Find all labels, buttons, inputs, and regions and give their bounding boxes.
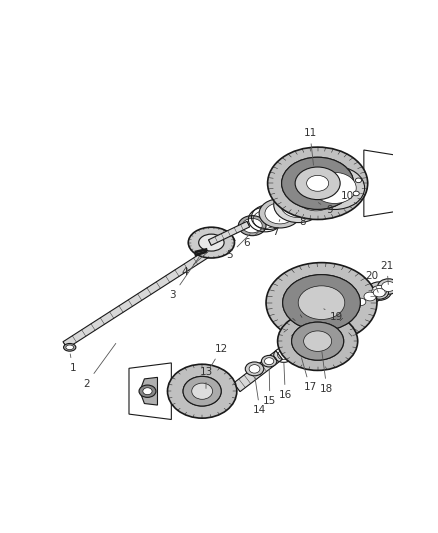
Text: 18: 18 <box>320 352 333 394</box>
Ellipse shape <box>372 286 387 297</box>
Ellipse shape <box>183 376 221 406</box>
Ellipse shape <box>295 167 340 199</box>
Ellipse shape <box>238 216 266 236</box>
Polygon shape <box>233 351 283 392</box>
Ellipse shape <box>259 199 301 228</box>
Ellipse shape <box>188 227 234 258</box>
Text: 21: 21 <box>380 261 394 285</box>
Text: 3: 3 <box>170 257 199 300</box>
Ellipse shape <box>281 192 316 217</box>
Ellipse shape <box>282 157 353 209</box>
Polygon shape <box>140 377 158 405</box>
Text: 6: 6 <box>244 228 263 248</box>
Ellipse shape <box>268 147 367 220</box>
Ellipse shape <box>353 191 359 196</box>
Ellipse shape <box>352 296 369 308</box>
Text: 1: 1 <box>70 354 76 373</box>
Ellipse shape <box>249 365 260 373</box>
Text: 11: 11 <box>304 128 317 165</box>
Ellipse shape <box>143 387 152 394</box>
Polygon shape <box>63 234 235 348</box>
Ellipse shape <box>199 234 224 251</box>
Polygon shape <box>364 150 403 216</box>
Text: 2: 2 <box>83 343 116 389</box>
Ellipse shape <box>167 364 237 418</box>
Ellipse shape <box>378 279 399 294</box>
Text: 14: 14 <box>253 377 266 415</box>
Text: 20: 20 <box>365 271 378 293</box>
Ellipse shape <box>381 281 396 292</box>
Text: 4: 4 <box>182 251 209 277</box>
Text: 19: 19 <box>324 309 343 321</box>
Ellipse shape <box>265 358 274 365</box>
Ellipse shape <box>364 292 376 301</box>
Ellipse shape <box>292 322 344 360</box>
Ellipse shape <box>370 286 389 299</box>
Ellipse shape <box>298 286 345 319</box>
Ellipse shape <box>266 263 377 343</box>
Ellipse shape <box>278 312 358 370</box>
Ellipse shape <box>373 288 385 297</box>
Polygon shape <box>129 363 171 419</box>
Text: 5: 5 <box>226 234 250 260</box>
Ellipse shape <box>292 343 306 354</box>
Ellipse shape <box>355 178 361 183</box>
Ellipse shape <box>304 331 332 351</box>
Text: 8: 8 <box>298 210 306 227</box>
Ellipse shape <box>360 289 380 304</box>
Ellipse shape <box>288 176 344 216</box>
Ellipse shape <box>183 376 221 406</box>
Ellipse shape <box>66 345 74 350</box>
Ellipse shape <box>288 341 311 357</box>
Text: 17: 17 <box>301 358 317 392</box>
Ellipse shape <box>313 172 356 204</box>
Ellipse shape <box>292 322 344 360</box>
Ellipse shape <box>356 298 366 305</box>
Text: 13: 13 <box>199 367 212 389</box>
Text: 12: 12 <box>211 344 228 366</box>
Text: 15: 15 <box>263 369 276 406</box>
Ellipse shape <box>64 343 76 351</box>
Ellipse shape <box>139 385 156 398</box>
Ellipse shape <box>283 274 360 330</box>
Text: 9: 9 <box>318 203 332 215</box>
Ellipse shape <box>367 282 392 301</box>
Polygon shape <box>208 221 250 245</box>
Ellipse shape <box>307 175 328 191</box>
Ellipse shape <box>261 356 277 367</box>
Ellipse shape <box>265 203 295 224</box>
Ellipse shape <box>304 166 364 209</box>
Ellipse shape <box>274 187 323 223</box>
Text: 7: 7 <box>272 220 280 237</box>
Text: 10: 10 <box>335 191 353 201</box>
Ellipse shape <box>283 274 360 330</box>
Ellipse shape <box>245 362 264 376</box>
Text: 16: 16 <box>279 363 292 400</box>
Ellipse shape <box>282 157 353 209</box>
Ellipse shape <box>296 182 336 211</box>
Ellipse shape <box>192 383 212 399</box>
Ellipse shape <box>242 219 262 233</box>
